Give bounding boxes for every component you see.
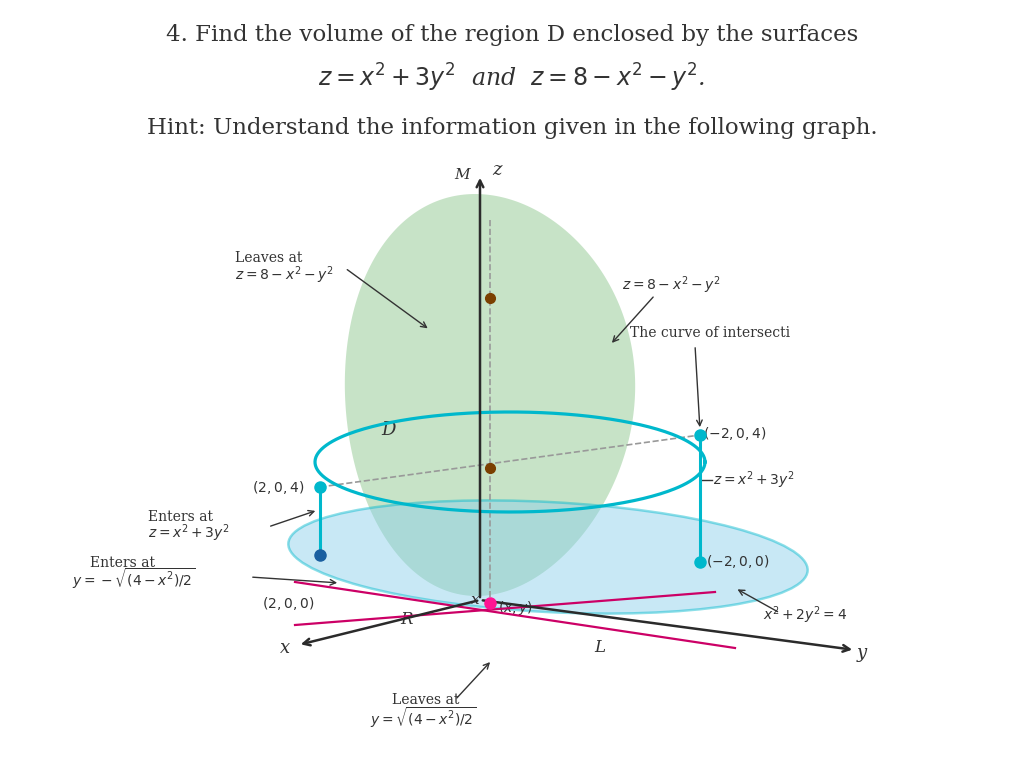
Text: $z = 8 - x^2 - y^2$: $z = 8 - x^2 - y^2$ [234, 264, 334, 286]
Text: $z = x^2 + 3y^2$: $z = x^2 + 3y^2$ [148, 522, 229, 544]
Text: x: x [471, 593, 479, 607]
Text: z: z [492, 161, 502, 179]
Text: Enters at: Enters at [148, 510, 213, 524]
Text: R: R [399, 611, 413, 629]
Text: L: L [595, 639, 605, 655]
Text: $z = 8 - x^2 - y^2$: $z = 8 - x^2 - y^2$ [622, 274, 721, 296]
Text: D: D [381, 421, 395, 439]
Text: Enters at: Enters at [90, 556, 155, 570]
Text: $x^2 + 2y^2 = 4$: $x^2 + 2y^2 = 4$ [763, 604, 847, 626]
Text: y: y [857, 644, 867, 662]
Text: $(-2, 0, 0)$: $(-2, 0, 0)$ [706, 553, 770, 571]
Text: $(2, 0, 0)$: $(2, 0, 0)$ [262, 594, 314, 611]
Text: Leaves at: Leaves at [392, 693, 460, 707]
Text: $y = \sqrt{(4-x^2)/2}$: $y = \sqrt{(4-x^2)/2}$ [370, 706, 476, 730]
Text: $(-2, 0, 4)$: $(-2, 0, 4)$ [703, 424, 767, 442]
Text: Hint: Understand the information given in the following graph.: Hint: Understand the information given i… [146, 117, 878, 139]
Text: Leaves at: Leaves at [234, 251, 302, 265]
Text: $z = x^2 + 3y^2$: $z = x^2 + 3y^2$ [713, 469, 795, 491]
Text: M: M [455, 168, 470, 182]
Polygon shape [345, 194, 635, 596]
Text: $z = x^2 + 3y^2$  and  $z = 8 - x^2 - y^2$.: $z = x^2 + 3y^2$ and $z = 8 - x^2 - y^2$… [318, 62, 706, 94]
Text: $(2, 0, 4)$: $(2, 0, 4)$ [252, 478, 304, 495]
Text: x: x [280, 639, 290, 657]
Text: $(x, y)$: $(x, y)$ [498, 599, 534, 617]
Ellipse shape [289, 501, 808, 613]
Text: $y = -\sqrt{(4-x^2)/2}$: $y = -\sqrt{(4-x^2)/2}$ [72, 567, 196, 591]
Text: The curve of intersecti: The curve of intersecti [630, 326, 791, 340]
Text: 4. Find the volume of the region D enclosed by the surfaces: 4. Find the volume of the region D enclo… [166, 24, 858, 46]
